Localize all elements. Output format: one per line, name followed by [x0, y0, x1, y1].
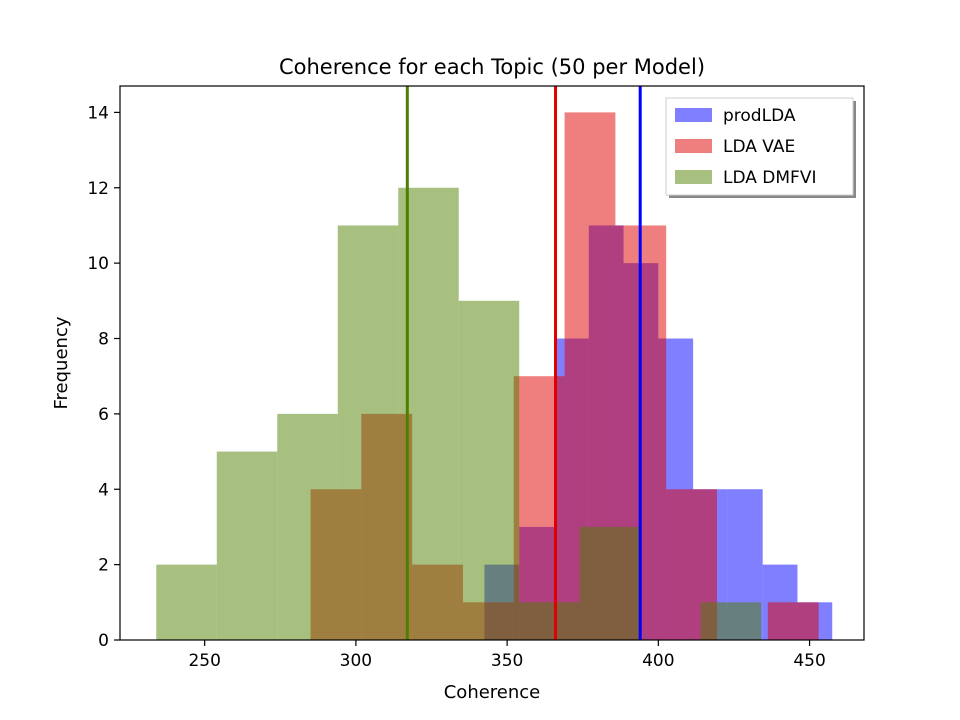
bar-lda-vae-9	[767, 602, 819, 640]
bar-lda-dmfvi-2	[277, 413, 338, 640]
x-tick-label: 450	[793, 651, 825, 671]
y-tick-label: 8	[98, 330, 109, 350]
legend-label-lda-dmfvi: LDA DMFVI	[723, 168, 816, 188]
bar-lda-dmfvi-7	[579, 526, 641, 640]
bar-lda-dmfvi-6	[519, 602, 580, 640]
y-tick-label: 10	[87, 254, 109, 274]
bar-lda-dmfvi-1	[216, 451, 278, 640]
y-axis-ticks: 0 2 4 6 8 10 12 14	[87, 103, 120, 651]
legend-label-prodlda: prodLDA	[723, 106, 796, 126]
y-tick-label: 4	[98, 480, 109, 500]
x-tick-label: 350	[491, 651, 523, 671]
y-axis-label: Frequency	[51, 316, 72, 409]
y-tick-label: 6	[98, 405, 109, 425]
x-tick-label: 400	[642, 651, 674, 671]
bar-lda-dmfvi-0	[156, 564, 217, 640]
legend-swatch-lda-dmfvi	[675, 170, 712, 184]
legend: prodLDA LDA VAE LDA DMFVI	[665, 97, 856, 198]
plot-frame	[119, 85, 865, 641]
y-tick-label: 12	[87, 179, 109, 199]
x-axis-label: Coherence	[444, 682, 541, 703]
y-tick-label: 2	[98, 556, 109, 576]
bar-lda-dmfvi-9	[700, 602, 762, 640]
bar-lda-dmfvi-5	[458, 300, 520, 640]
x-tick-label: 250	[188, 651, 220, 671]
legend-swatch-lda-vae	[675, 139, 712, 153]
y-tick-label: 14	[87, 103, 109, 123]
mean-lines-layer	[405, 86, 642, 640]
y-tick-label: 0	[98, 631, 109, 651]
chart-title: Coherence for each Topic (50 per Model)	[279, 55, 705, 79]
legend-label-lda-vae: LDA VAE	[723, 137, 795, 157]
legend-swatch-prodlda	[675, 108, 712, 122]
bar-lda-dmfvi-3	[337, 225, 399, 640]
x-axis-ticks: 250 300 350 400 450	[188, 640, 826, 671]
x-tick-label: 300	[340, 651, 372, 671]
